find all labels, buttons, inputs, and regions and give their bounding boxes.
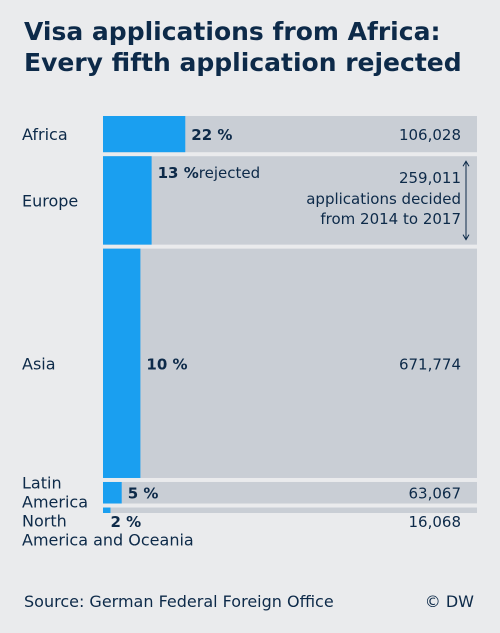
total-label-africa: 106,028: [399, 126, 461, 144]
category-label-north-america-and-oceania-line-1: North: [22, 512, 67, 531]
chart-title: Visa applications from Africa: Every fif…: [24, 16, 484, 78]
rejected-bar-latin-america: [103, 481, 122, 504]
category-label-north-america-and-oceania-line-2: America and Oceania: [22, 531, 194, 550]
category-label-africa: Africa: [22, 125, 68, 144]
total-bar-north-america-and-oceania: [103, 507, 477, 513]
total-label-europe: 259,011: [399, 169, 461, 187]
annotation-arrow-top: [462, 160, 470, 167]
source-note: Source: German Federal Foreign Office: [24, 592, 334, 611]
title-line-2: Every fifth application rejected: [24, 48, 462, 77]
rejected-bar-europe: [103, 156, 152, 245]
pct-label-latin-america: 5 %: [128, 485, 159, 503]
total-bar-europe: [103, 156, 477, 245]
pct-label-africa: 22 %: [191, 126, 232, 144]
credit-dw: © DW: [424, 592, 474, 611]
category-label-latin-america-line-1: Latin: [22, 474, 62, 493]
pct-label-north-america-and-oceania: 2 %: [110, 513, 141, 531]
total-bar-asia: [103, 248, 477, 478]
rejected-bar-north-america-and-oceania: [103, 507, 111, 513]
total-label-asia: 671,774: [399, 355, 461, 373]
category-label-europe: Europe: [22, 191, 78, 210]
annotation-line-1: applications decided: [306, 190, 461, 208]
rejected-bar-asia: [103, 248, 141, 478]
total-label-latin-america: 63,067: [409, 485, 462, 503]
rejected-bar-africa: [103, 116, 186, 153]
pct-label-asia: 10 %: [146, 355, 187, 373]
category-label-latin-america-line-2: America: [22, 493, 88, 512]
annotation-line-2: from 2014 to 2017: [320, 210, 461, 228]
pct-suffix-europe: rejected: [199, 164, 260, 182]
pct-label-europe: 13 %: [158, 164, 199, 182]
annotation-arrow-bottom: [462, 234, 470, 241]
total-label-north-america-and-oceania: 16,068: [409, 513, 462, 531]
total-bar-latin-america: [103, 481, 477, 504]
title-line-1: Visa applications from Africa:: [24, 17, 441, 46]
category-label-asia: Asia: [22, 354, 56, 373]
